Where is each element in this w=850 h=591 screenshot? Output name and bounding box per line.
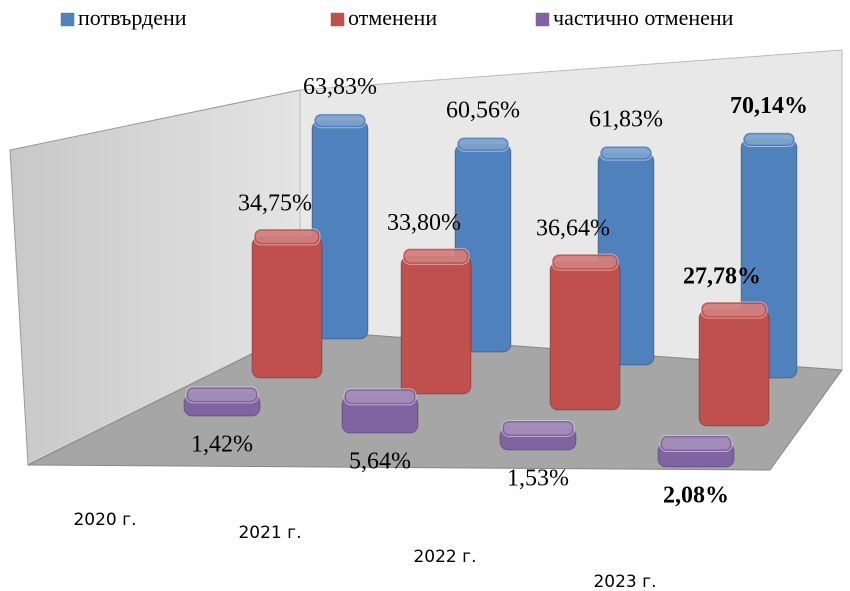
bar-face bbox=[662, 437, 730, 450]
legend-swatch bbox=[329, 11, 346, 28]
data-label: 36,64% bbox=[536, 216, 610, 242]
data-label: 1,42% bbox=[191, 432, 253, 458]
bar-face bbox=[188, 388, 256, 401]
bar-face bbox=[742, 132, 796, 148]
bar-face bbox=[313, 113, 367, 129]
legend-swatch bbox=[534, 11, 551, 28]
bar bbox=[698, 301, 770, 427]
legend-label: потвърдени bbox=[78, 5, 187, 30]
bar-face bbox=[316, 115, 364, 126]
bar-face bbox=[459, 139, 507, 150]
data-label: 70,14% bbox=[730, 93, 808, 119]
bar-face bbox=[256, 230, 318, 243]
data-label: 60,56% bbox=[446, 98, 520, 124]
bar-face bbox=[402, 247, 470, 265]
bar-face bbox=[700, 301, 768, 319]
bar-face bbox=[599, 145, 653, 161]
bar-face bbox=[549, 261, 621, 411]
bar-face bbox=[253, 228, 321, 246]
x-tick-label: 2023 г. bbox=[593, 572, 656, 591]
bar-face bbox=[251, 236, 323, 379]
data-label: 27,78% bbox=[683, 263, 761, 289]
bar-face bbox=[551, 253, 619, 271]
bar-face bbox=[745, 134, 793, 145]
bar bbox=[499, 419, 577, 451]
data-label: 5,64% bbox=[349, 449, 411, 475]
bar-face bbox=[602, 148, 650, 159]
data-label: 61,83% bbox=[589, 107, 663, 133]
bar bbox=[341, 388, 419, 434]
legend-swatch bbox=[59, 11, 76, 28]
bar-face bbox=[405, 250, 467, 263]
data-label: 63,83% bbox=[303, 74, 377, 100]
data-label: 2,08% bbox=[663, 483, 729, 509]
bar-face bbox=[400, 255, 472, 395]
bar-face bbox=[554, 256, 616, 269]
x-tick-label: 2021 г. bbox=[238, 523, 301, 543]
bar bbox=[657, 435, 735, 468]
legend-label: отменени bbox=[348, 5, 437, 30]
data-label: 1,53% bbox=[507, 466, 569, 492]
x-tick-label: 2020 г. bbox=[73, 510, 136, 530]
bar bbox=[549, 253, 621, 411]
bar-face bbox=[343, 388, 417, 406]
legend-label: частично отменени bbox=[553, 5, 734, 30]
bar-face bbox=[501, 419, 575, 437]
bar-face bbox=[456, 136, 510, 152]
bar-face bbox=[703, 303, 765, 316]
data-label: 33,80% bbox=[387, 210, 461, 236]
bar-face bbox=[659, 435, 733, 453]
bar bbox=[311, 113, 369, 340]
x-tick-label: 2022 г. bbox=[413, 547, 476, 567]
bar bbox=[400, 247, 472, 395]
bar bbox=[251, 228, 323, 379]
bar-face bbox=[185, 386, 259, 404]
bar-face bbox=[346, 390, 414, 403]
data-label: 34,75% bbox=[238, 190, 312, 216]
bar bbox=[183, 386, 261, 417]
bar-face bbox=[698, 309, 770, 427]
bar-face bbox=[504, 422, 572, 435]
